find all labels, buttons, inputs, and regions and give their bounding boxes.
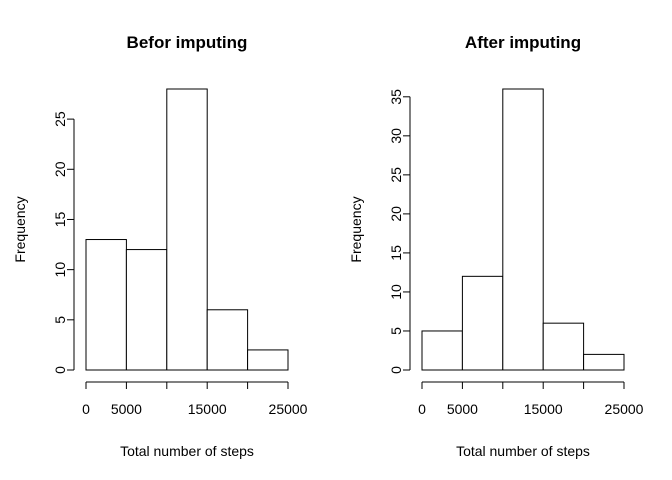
panel-2-bar-4 [542, 322, 585, 371]
panel-1-x-tick-label-5: 25000 [269, 401, 308, 417]
panel-1-bar-3 [166, 88, 208, 371]
panel-1-y-axis-label: Frequency [12, 196, 28, 262]
panel-1-bar-1 [85, 239, 127, 371]
panel-2-y-tick-label-7: 35 [388, 89, 404, 105]
panel-1-y-tick-label-5: 25 [52, 111, 68, 127]
panel-2-y-tick-label-0: 0 [388, 366, 404, 374]
panel-2-bar-2 [461, 275, 504, 371]
panel-1-title: Befor imputing [127, 33, 248, 52]
panel-2-x-axis-label: Total number of steps [456, 443, 590, 459]
panel-1-y-tick-label-2: 10 [52, 262, 68, 278]
panel-2-y-tick-label-2: 10 [388, 284, 404, 300]
panel-1-bar-2 [125, 249, 168, 371]
panel-1-y-tick-label-4: 20 [52, 161, 68, 177]
panel-2-y-tick-label-6: 30 [388, 128, 404, 144]
panel-2-x-tick-label-1: 5000 [447, 401, 478, 417]
panel-1-y-tick-label-0: 0 [52, 366, 68, 374]
panel-1-x-tick-label-3: 15000 [188, 401, 227, 417]
panel-1-bar-5 [247, 349, 289, 371]
panel-2-x-tick-label-3: 15000 [524, 401, 563, 417]
panel-2-x-tick-label-5: 25000 [605, 401, 644, 417]
panel-1-x-tick-label-1: 5000 [111, 401, 142, 417]
panel-2-bar-5 [583, 353, 625, 371]
panel-1-x-axis-label: Total number of steps [120, 443, 254, 459]
panel-2-title: After imputing [465, 33, 581, 52]
panel-1-y-tick-label-1: 5 [52, 316, 68, 324]
panel-2-y-tick-label-5: 25 [388, 167, 404, 183]
panel-1-y-tick-label-3: 15 [52, 211, 68, 227]
panel-2-y-tick-label-4: 20 [388, 206, 404, 222]
panel-2-bar-1 [421, 330, 463, 371]
panel-2-y-tick-label-1: 5 [388, 327, 404, 335]
panel-2-x-tick-label-0: 0 [418, 401, 426, 417]
panel-2-y-tick-label-3: 15 [388, 245, 404, 261]
panel-1-bar-4 [206, 309, 249, 371]
panel-2-y-axis-label: Frequency [348, 196, 364, 262]
panel-1-x-tick-label-0: 0 [82, 401, 90, 417]
panel-2-bar-3 [502, 88, 544, 371]
